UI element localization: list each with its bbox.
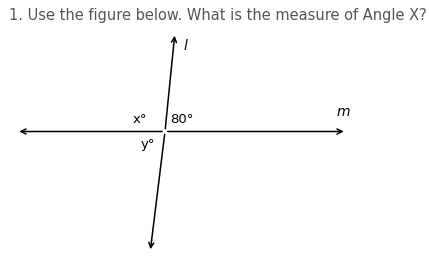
Text: y°: y° (141, 138, 155, 151)
Text: m: m (337, 105, 350, 119)
Text: x°: x° (133, 113, 147, 126)
Text: 80°: 80° (170, 113, 193, 126)
Text: l: l (183, 39, 187, 53)
Text: 1. Use the figure below. What is the measure of Angle X?: 1. Use the figure below. What is the mea… (9, 8, 426, 23)
